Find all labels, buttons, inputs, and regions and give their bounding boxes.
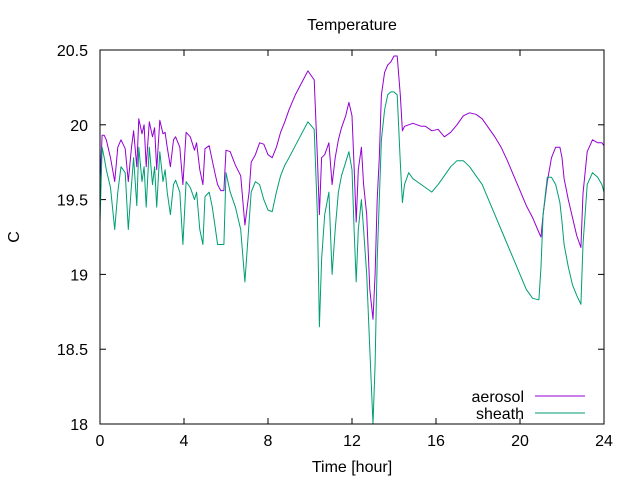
x-tick-label: 8	[264, 433, 273, 450]
y-tick-label: 18	[70, 417, 88, 434]
chart-title: Temperature	[307, 17, 397, 34]
x-tick-label: 24	[595, 433, 613, 450]
plot-series	[99, 55, 605, 425]
series-line-aerosol	[99, 55, 605, 320]
x-tick-label: 4	[180, 433, 189, 450]
y-tick-label: 18.5	[57, 342, 88, 359]
plot-frame	[99, 49, 605, 425]
x-tick-label: 16	[427, 433, 445, 450]
series-line-sheath	[99, 91, 605, 425]
y-tick-label: 19	[70, 267, 88, 284]
legend-label-sheath: sheath	[476, 406, 524, 423]
x-tick-label: 12	[343, 433, 361, 450]
y-tick-label: 20	[70, 118, 88, 135]
x-axis-label: Time [hour]	[312, 459, 392, 476]
x-tick-label: 0	[96, 433, 105, 450]
legend-label-aerosol: aerosol	[472, 389, 524, 406]
y-tick-label: 19.5	[57, 193, 88, 210]
axis-ticks: 0 4 8 12 16 20 24 18 18.5 19 19.5 20 20.5	[57, 43, 613, 450]
y-axis-label: C	[6, 231, 23, 243]
x-tick-label: 20	[511, 433, 529, 450]
y-tick-label: 20.5	[57, 43, 88, 60]
